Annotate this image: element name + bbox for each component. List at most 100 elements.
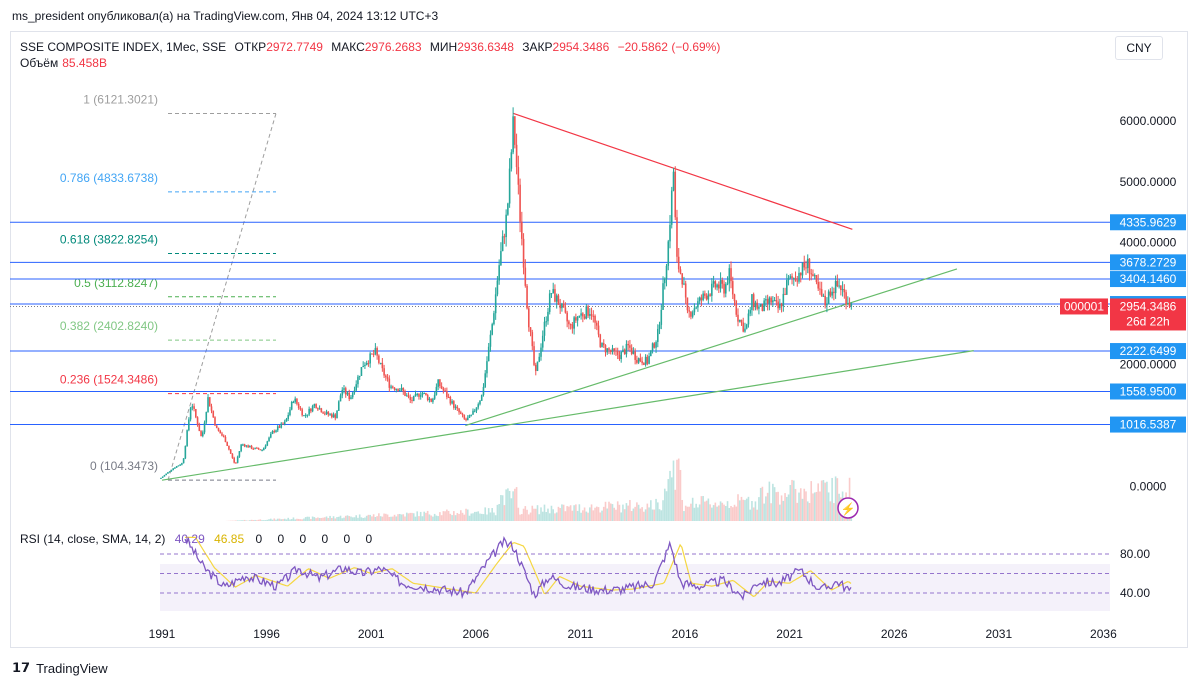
candle-body [235, 462, 237, 464]
volume-bar [337, 516, 340, 521]
candle-body [177, 465, 180, 467]
candle-body [203, 422, 206, 433]
price-label-text: 4335.9629 [1120, 215, 1177, 229]
candle-body [728, 268, 731, 284]
candle-body [688, 310, 690, 312]
volume-bar [501, 495, 504, 521]
volume-bar [315, 518, 317, 521]
volume-bar [796, 502, 799, 521]
volume-bar [252, 520, 255, 521]
volume-bar [756, 509, 758, 521]
support-trendline[interactable] [465, 268, 958, 427]
candle-body [646, 356, 649, 364]
candle-body [792, 278, 795, 280]
volume-bar [592, 510, 595, 521]
candle-body [735, 301, 738, 315]
candle-body [414, 394, 417, 396]
x-tick-label: 2006 [462, 627, 489, 641]
tradingview-logo[interactable]: 𝟭𝟳 TradingView [12, 660, 108, 676]
volume-bar [571, 510, 574, 521]
long-support-trendline[interactable] [161, 350, 974, 481]
volume-bar [263, 520, 265, 521]
symbol-title[interactable]: SSE COMPOSITE INDEX, 1Мес, SSE [20, 40, 227, 54]
volume-bar [695, 503, 697, 521]
candle-body [573, 317, 575, 329]
candle-body [709, 294, 711, 296]
volume-bar [658, 509, 661, 521]
candle-body [336, 410, 338, 419]
volume-bar [425, 512, 427, 521]
volume-bar [526, 509, 528, 521]
volume-bar [245, 520, 248, 521]
volume-bar [751, 501, 753, 521]
candle-body [188, 419, 190, 431]
volume-bar [449, 513, 452, 521]
volume-bar [383, 513, 385, 521]
volume-bar [541, 511, 544, 521]
currency-button[interactable]: CNY [1115, 36, 1163, 60]
volume-bar [358, 514, 361, 521]
flash-icon[interactable] [837, 497, 859, 519]
candle-body [786, 280, 788, 295]
resistance-trendline[interactable] [513, 112, 853, 230]
candle-body [850, 303, 853, 307]
volume-bar [308, 516, 310, 521]
volume-bar [430, 515, 432, 521]
rsi-level-label: 40.00 [1120, 586, 1150, 600]
candle-body [775, 300, 778, 302]
volume-bar [674, 489, 677, 521]
candle-body [765, 299, 767, 301]
volume-bar [547, 508, 549, 521]
candle-body [453, 401, 455, 408]
volume-bar [529, 512, 532, 521]
volume-bar [538, 514, 541, 521]
volume-bar [273, 518, 276, 521]
volume-bar [238, 520, 241, 521]
candle-body [620, 352, 622, 360]
volume-bar [761, 486, 764, 521]
volume-bar [650, 500, 652, 521]
volume-bar [447, 510, 450, 521]
candle-body [779, 304, 781, 309]
volume-bar [604, 501, 607, 521]
candle-body [608, 348, 610, 351]
volume-bar [665, 491, 668, 521]
volume-bar [601, 510, 603, 521]
candle-body [751, 294, 753, 311]
candle-body [280, 423, 283, 428]
volume-bar [733, 504, 736, 521]
volume-bar [644, 509, 647, 521]
volume-bar [576, 510, 579, 521]
volume-bar [475, 511, 478, 521]
volume-bar [405, 512, 408, 521]
candle-body [707, 294, 710, 300]
rsi-sma-line [185, 536, 852, 597]
volume-bar [339, 515, 342, 521]
current-price-box [1110, 298, 1186, 331]
rsi-label[interactable]: RSI (14, close, SMA, 14, 2) [20, 532, 166, 546]
candle-body [604, 345, 607, 353]
volume-bar [404, 516, 406, 521]
volume-label[interactable]: Объём [20, 56, 59, 70]
volume-bar [416, 511, 419, 521]
volume-bar [773, 487, 776, 521]
volume-bar [834, 476, 837, 521]
candle-body [242, 444, 244, 446]
candle-body [458, 408, 460, 413]
candle-body [337, 401, 340, 411]
x-tick-label: 2031 [985, 627, 1012, 641]
candle-body [320, 408, 323, 413]
candle-body [264, 445, 267, 448]
candle-body [249, 445, 251, 448]
candle-body [310, 408, 312, 412]
volume-bar [772, 483, 774, 521]
volume-bar [266, 519, 269, 521]
volume-bar [812, 493, 814, 521]
volume-bar [494, 515, 497, 521]
volume-bar [759, 487, 762, 521]
candle-body [522, 238, 525, 268]
candle-body [205, 412, 208, 423]
volume-bar [372, 514, 375, 521]
volume-bar [663, 488, 666, 521]
